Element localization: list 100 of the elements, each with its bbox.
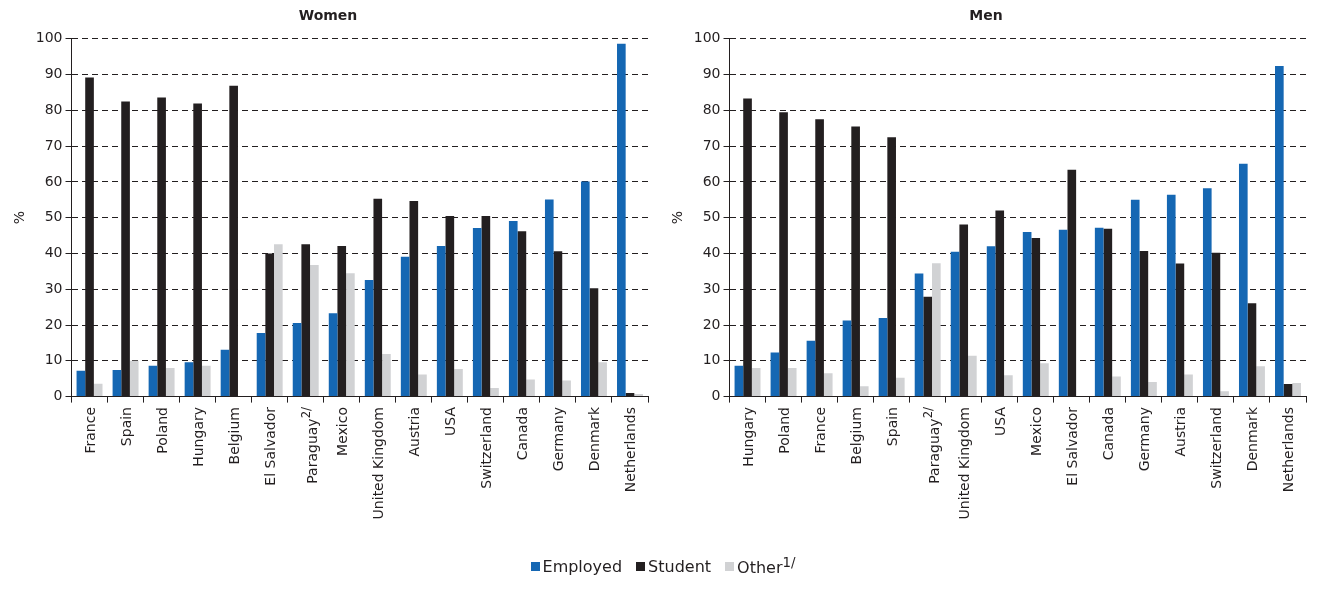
bar [1004,375,1013,397]
y-tick-label: 0 [711,387,721,404]
bar [165,367,175,397]
bar [968,355,977,397]
bar [1292,383,1301,397]
bar [1058,229,1068,397]
bar [382,354,391,397]
x-tick-label: Mexico [1026,406,1045,456]
x-tick-label: France [810,406,829,454]
bar [400,256,410,397]
bar [490,388,499,397]
bar [1094,227,1104,397]
y-tick-label: 40 [44,244,63,261]
bar [436,245,446,397]
x-tick-label: USA [440,406,459,436]
y-tick-label: 60 [702,172,721,189]
y-tick-label: 20 [702,315,721,332]
bar [526,379,535,397]
y-axis-title: % [11,211,28,225]
y-tick-label: 100 [693,29,721,46]
x-tick-label: Austria [404,406,423,457]
legend-label: Student [648,556,712,576]
bar [842,320,852,397]
x-tick-label: Hungary [738,406,757,467]
chart-title: Men [969,7,1003,24]
bar [328,313,338,397]
y-tick-label: 40 [702,244,721,261]
bar [220,349,230,397]
x-tick-label: Denmark [1242,406,1261,471]
bar [986,246,996,397]
bar [617,43,626,397]
bar [770,352,780,397]
bar [1184,374,1193,397]
x-tick-label: Mexico [332,406,351,456]
bar [1022,232,1032,397]
bar [1202,188,1212,397]
y-tick-label: 90 [44,65,63,82]
bar [859,386,869,397]
bar [580,181,590,397]
bar [1238,163,1248,397]
bar [93,383,103,397]
y-tick-label: 70 [702,136,721,153]
y-tick-label: 30 [44,279,63,296]
legend-label: Other$^{1/}$ [737,555,796,578]
x-tick-label: El Salvador [260,406,279,486]
bar [598,362,607,397]
x-tick-label: Hungary [188,406,207,467]
bar [562,380,571,397]
bar [932,263,941,397]
bar [112,370,122,397]
bar [823,373,833,397]
bar [256,332,266,397]
bar [950,251,960,397]
x-tick-label: France [80,406,99,454]
x-tick-label: Denmark [584,406,603,471]
x-tick-label: Germany [1134,406,1153,471]
bar [310,264,319,397]
y-tick-label: 50 [702,208,721,225]
legend-label: Employed [542,556,623,576]
bar [1220,391,1229,397]
bar [184,362,194,397]
bar [1256,366,1265,397]
x-tick-label: Poland [774,406,793,454]
x-tick-label: Canada [512,406,531,460]
bar [76,370,86,397]
bar [751,367,761,397]
bar [914,273,924,397]
bar [1166,194,1176,397]
bar [508,220,518,397]
y-tick-label: 80 [44,101,63,117]
y-tick-label: 0 [53,387,63,404]
x-tick-label: United Kingdom [954,406,973,519]
y-tick-label: 10 [44,351,63,368]
bar [454,369,463,397]
x-tick-label: El Salvador [1062,406,1081,486]
bar [634,394,643,397]
bar [274,244,283,397]
bar [148,365,158,397]
x-tick-label: Spain [116,406,135,446]
chart-title: Women [298,7,358,24]
bar [895,377,905,397]
bar [418,374,427,397]
bar [878,317,888,397]
bar [1112,376,1121,397]
x-tick-label: Canada [1098,406,1117,460]
x-tick-label: Germany [548,406,567,471]
bar [1148,381,1157,397]
x-tick-label: Switzerland [1206,406,1225,489]
x-tick-label: USA [990,406,1009,436]
x-tick-label: Poland [152,406,171,454]
x-tick-label: Belgium [846,406,865,464]
x-tick-label: Spain [882,406,901,446]
x-tick-label: Belgium [224,406,243,464]
bar [129,360,139,397]
x-tick-label: United Kingdom [368,406,387,519]
y-tick-label: 70 [44,136,63,153]
bar [544,199,554,397]
bar [1275,65,1284,397]
y-tick-label: 80 [702,101,721,117]
y-tick-label: 100 [35,29,63,46]
